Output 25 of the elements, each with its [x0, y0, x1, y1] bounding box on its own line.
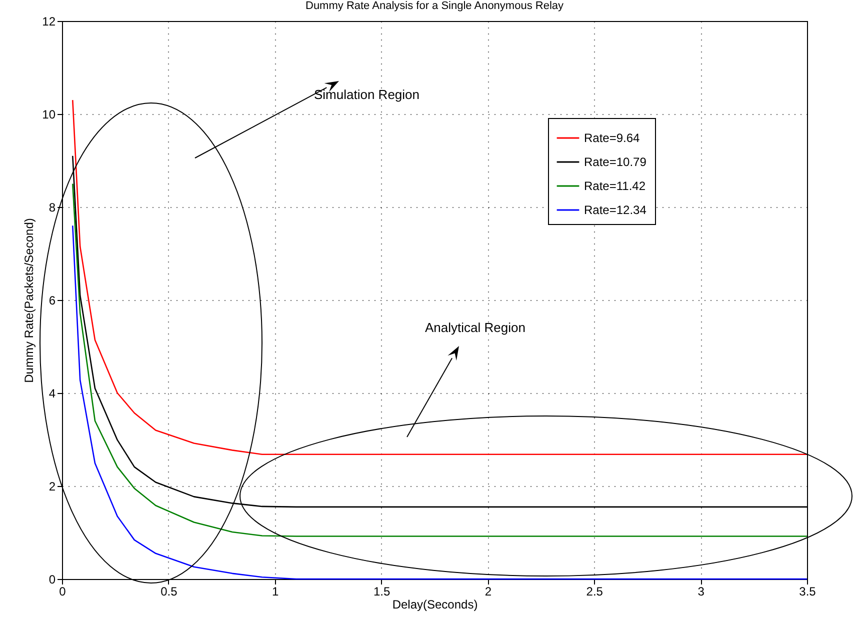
- x-tick-label: 1: [272, 584, 280, 598]
- legend-label: Rate=9.64: [584, 131, 640, 145]
- x-tick-label: 2: [484, 584, 492, 598]
- x-axis-title: Delay(Seconds): [392, 598, 478, 612]
- y-tick-label: 10: [42, 108, 56, 122]
- x-tick-label: 0.5: [160, 584, 178, 598]
- y-tick-label: 8: [48, 200, 56, 214]
- y-tick-label: 2: [48, 480, 56, 494]
- legend-label: Rate=10.79: [584, 155, 647, 169]
- y-axis-title: Dummy Rate(Packets/Second): [22, 218, 36, 383]
- x-tick-label: 3.5: [799, 584, 816, 598]
- chart-title: Dummy Rate Analysis for a Single Anonymous Relay: [305, 0, 564, 12]
- legend-label: Rate=12.34: [584, 203, 647, 217]
- y-tick-label: 0: [48, 572, 56, 586]
- y-tick-label: 4: [48, 386, 56, 400]
- x-tick-label: 3: [698, 584, 705, 598]
- x-tick-label: 0: [59, 584, 66, 598]
- line-series: [72, 224, 808, 580]
- y-tick-label: 6: [48, 294, 56, 308]
- x-tick-label: 2.5: [586, 584, 604, 598]
- legend-label: Rate=11.42: [584, 179, 646, 193]
- annotation: Simulation Region: [314, 87, 420, 102]
- y-tick-label: 12: [42, 14, 56, 28]
- x-tick-label: 1.5: [373, 584, 390, 598]
- annotation: Analytical Region: [425, 320, 526, 335]
